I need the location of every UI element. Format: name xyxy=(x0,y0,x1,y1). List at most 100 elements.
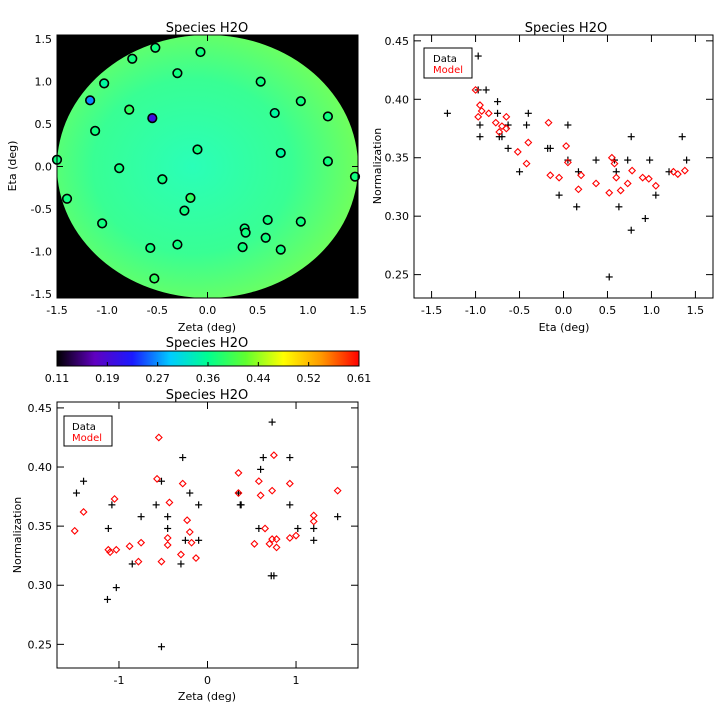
zeta-plot-model-point xyxy=(272,535,281,544)
skymap-point xyxy=(149,273,160,284)
eta-plot-data-point xyxy=(564,121,572,129)
eta-plot-data-point xyxy=(678,133,686,141)
colorbar-tick-label: 0.52 xyxy=(296,372,321,385)
eta-plot-x-tick-label: 1.0 xyxy=(643,304,661,317)
skymap-point xyxy=(147,113,158,124)
eta-plot-data-point xyxy=(641,215,649,223)
skymap-point xyxy=(275,244,286,255)
eta-plot-data-point xyxy=(516,168,524,176)
zeta-plot-model-point xyxy=(125,542,134,551)
eta-plot-data-point xyxy=(474,52,482,60)
zeta-plot-data-point xyxy=(112,584,120,592)
zeta-plot-model-point xyxy=(134,557,143,566)
skymap-panel: Species H2O -1.5 -1.0 -0.5 0.0 0.5 1.0 1.5 -1.… xyxy=(6,21,367,334)
zeta-legend: Data Model xyxy=(63,415,113,447)
skymap-point xyxy=(295,96,306,107)
zeta-y-label: Normalization xyxy=(11,497,24,573)
skymap-x-tick-label: -0.5 xyxy=(147,304,168,317)
eta-plot-y-tick-label: 0.35 xyxy=(385,152,410,165)
eta-plot-data-point xyxy=(615,203,623,211)
zeta-plot-data-point xyxy=(259,454,267,462)
eta-plot-model-point xyxy=(592,179,601,188)
zeta-plot-model-point xyxy=(79,507,88,516)
eta-plot-y-tick-label: 0.40 xyxy=(385,93,410,106)
eta-plot-model-point xyxy=(623,179,632,188)
eta-plot-model-point xyxy=(544,118,553,127)
zeta-plot-model-point xyxy=(70,526,79,535)
eta-x-label: Eta (deg) xyxy=(539,321,590,334)
zeta-legend-box xyxy=(63,415,113,447)
zeta-x-label: Zeta (deg) xyxy=(178,690,236,703)
zeta-plot-data-point xyxy=(152,501,160,509)
zeta-plot-model-point xyxy=(256,491,265,500)
eta-plot-data-point xyxy=(627,226,635,234)
skymap-point xyxy=(322,156,334,167)
eta-plot-data-point xyxy=(524,109,532,117)
eta-plot-model-point xyxy=(513,147,522,156)
skymap-point xyxy=(322,111,334,122)
eta-plot-data-point xyxy=(592,156,600,164)
eta-plot-model-point xyxy=(474,112,483,121)
eta-plot-data-point xyxy=(482,86,490,94)
eta-plot-x-tick-label: -1.5 xyxy=(421,304,442,317)
zeta-plot-model-point xyxy=(176,550,185,559)
skymap-y-ticks: -1.5 -1.0 -0.5 0.0 0.5 1.0 1.5 xyxy=(31,33,358,301)
zeta-plot-model-point xyxy=(112,545,121,554)
zeta-plot-model-point xyxy=(268,486,277,495)
skymap-point xyxy=(269,107,280,119)
skymap-x-ticks: -1.5 -1.0 -0.5 0.0 0.5 1.0 1.5 xyxy=(46,35,367,317)
eta-plot-y-tick-label: 0.30 xyxy=(385,210,410,223)
zeta-legend-model-label: Model xyxy=(72,433,102,444)
skymap-point xyxy=(275,147,286,159)
eta-legend-box xyxy=(423,47,473,79)
zeta-plot-data-point xyxy=(108,501,116,509)
eta-plot-model-point xyxy=(563,158,572,167)
zeta-plot-model-point xyxy=(272,543,281,552)
zeta-plot-data-point xyxy=(177,560,185,568)
eta-plot-model-point xyxy=(475,101,484,110)
zeta-plot-model-point xyxy=(137,538,146,547)
eta-plot-model-point xyxy=(562,142,571,151)
eta-plot-model-point xyxy=(477,106,486,115)
zeta-plot-data-point xyxy=(72,489,80,497)
eta-plot-model-point xyxy=(497,122,506,131)
zeta-plot-model-point xyxy=(309,517,318,526)
eta-plot-model-point xyxy=(644,174,653,183)
eta-plot-model-point xyxy=(471,85,480,94)
eta-plot-x-tick-label: 1.5 xyxy=(687,304,705,317)
eta-plot-model-point xyxy=(495,128,504,136)
eta-plot-x-tick-label: -1.0 xyxy=(465,304,486,317)
eta-plot-x-tick-label: -0.5 xyxy=(509,304,530,317)
skymap-point xyxy=(349,171,361,182)
zeta-plot-data-point xyxy=(195,501,203,509)
skymap-point xyxy=(192,144,203,155)
skymap-x-label: Zeta (deg) xyxy=(178,321,236,334)
zeta-plot-data-point xyxy=(179,454,187,462)
eta-plot-data-point xyxy=(495,133,503,141)
zeta-plot-data-point xyxy=(137,513,145,521)
zeta-plot-data-point xyxy=(310,524,318,532)
zeta-plot-title: Species H2O xyxy=(166,388,248,403)
eta-plot-model-point xyxy=(605,188,614,197)
zeta-plot-y-tick-label: 0.45 xyxy=(28,402,53,415)
eta-plot-x-tick-label: 0.0 xyxy=(555,304,573,317)
zeta-plot-data-point xyxy=(164,524,172,532)
zeta-plot-model-point xyxy=(163,533,172,542)
eta-plot-model-point xyxy=(577,171,586,180)
eta-legend-model-label: Model xyxy=(433,65,463,76)
colorbar-tick-label: 0.19 xyxy=(95,372,120,385)
skymap-point xyxy=(114,163,125,174)
skymap-point xyxy=(61,193,73,204)
eta-plot-data-point xyxy=(652,191,660,199)
skymap-y-tick-label: 1.0 xyxy=(35,76,53,89)
skymap-points xyxy=(51,42,361,284)
skymap-y-tick-label: 1.5 xyxy=(35,33,53,46)
eta-plot-model-point xyxy=(612,173,621,182)
colorbar-tick-label: 0.11 xyxy=(45,372,70,385)
zeta-plot-model-point xyxy=(292,531,301,540)
eta-plot-model-point xyxy=(651,181,660,190)
skymap-point xyxy=(85,95,96,106)
skymap-point xyxy=(260,232,271,243)
skymap-x-tick-label: 0.5 xyxy=(249,304,267,317)
